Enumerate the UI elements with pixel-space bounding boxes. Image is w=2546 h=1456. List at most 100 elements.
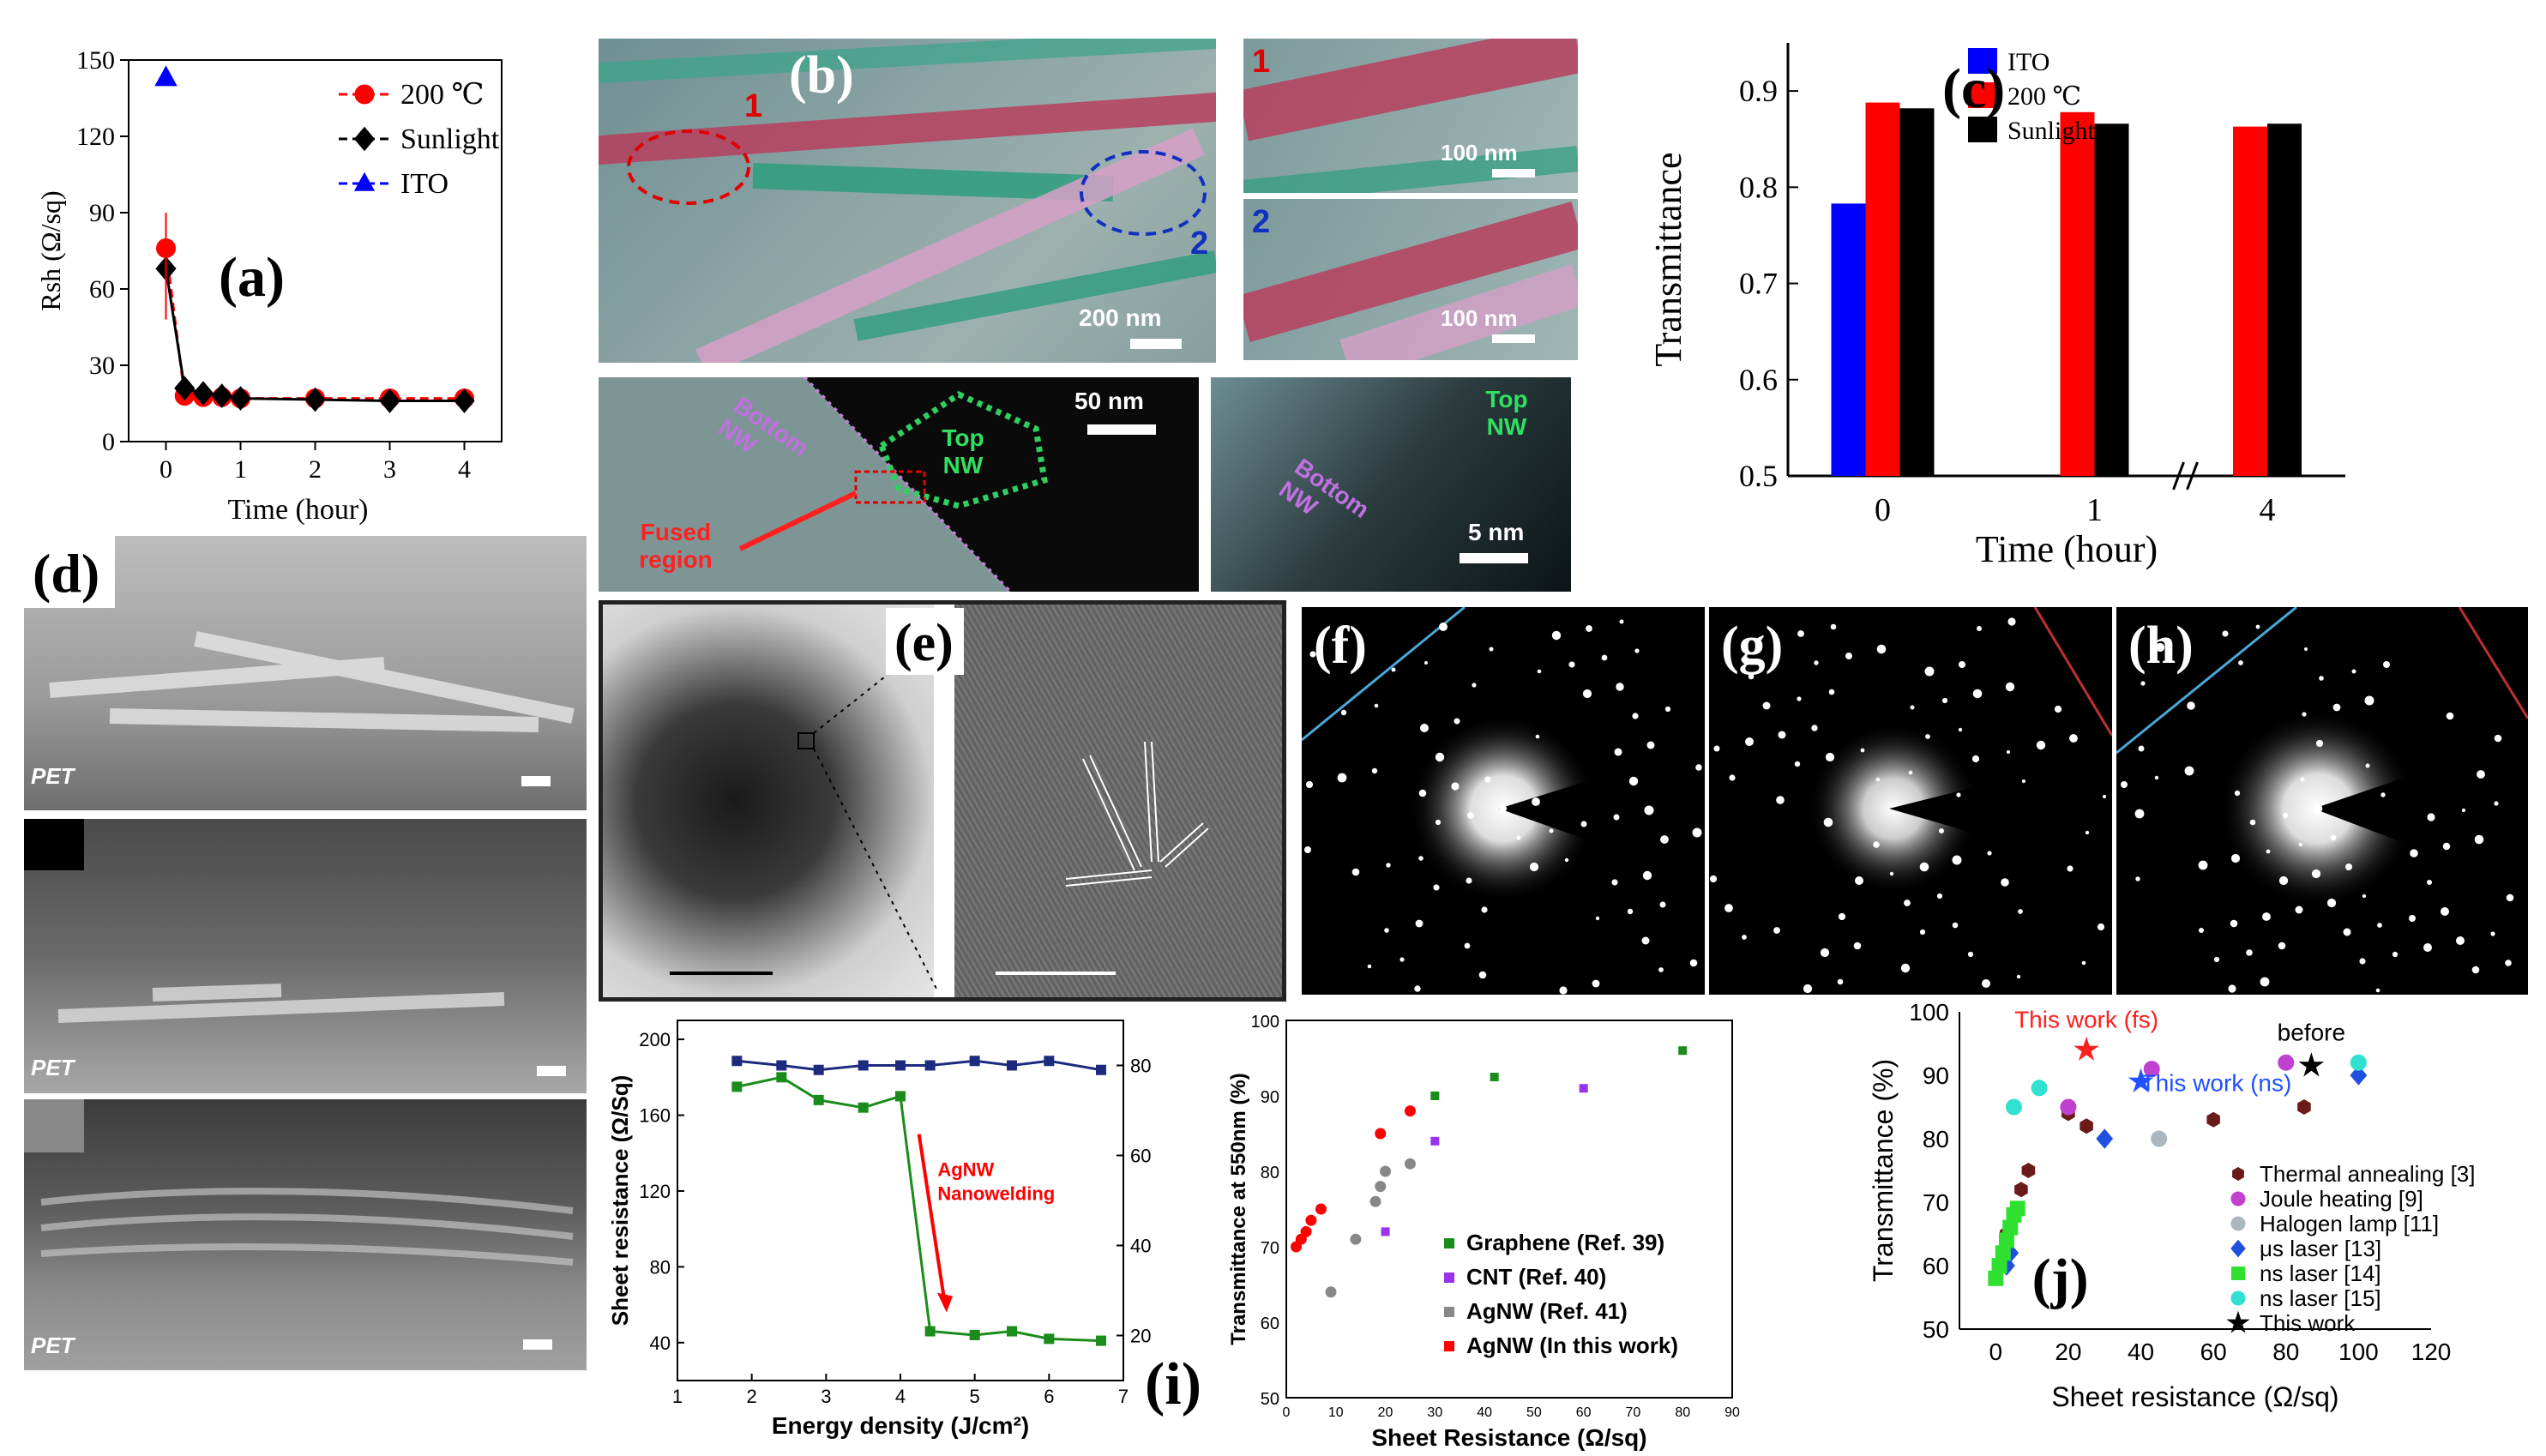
diffraction-spot xyxy=(2155,642,2165,653)
diffraction-spot xyxy=(1551,630,1562,641)
i1-xlabel: Energy density (J/cm²) xyxy=(772,1412,1029,1439)
c-bar xyxy=(2060,111,2095,477)
panel-label-d: (d) xyxy=(24,536,116,608)
i1-point xyxy=(858,1102,869,1113)
diffraction-spot xyxy=(2262,912,2271,921)
diffraction-spot xyxy=(1418,789,1427,797)
diffraction-spot xyxy=(2375,988,2380,993)
diffraction-spot xyxy=(2135,876,2140,881)
diffraction-spot xyxy=(2302,712,2307,717)
diffraction-spot xyxy=(1695,764,1702,771)
panel-i-left-chart: 40 80 120 160 200 20 40 60 80 1 2 3 4 5 6 7 Energy densi… xyxy=(592,1003,1158,1456)
a-point xyxy=(174,376,196,400)
diffraction-spot xyxy=(1660,835,1669,844)
a-point xyxy=(230,386,251,411)
sem-art-d2 xyxy=(24,819,505,1023)
a-legend-label: 200 ℃ xyxy=(400,79,485,111)
b3-top-nw: Top NW xyxy=(942,424,984,478)
c-xlabel: Time (hour) xyxy=(1976,528,2158,570)
c-xtick-label: 4 xyxy=(2260,492,2276,528)
d3-scale-bar xyxy=(523,1339,552,1350)
i2-point xyxy=(1369,1195,1381,1207)
diffraction-spot xyxy=(2365,763,2370,768)
j-ytick-label: 50 xyxy=(1923,1316,1949,1343)
diffraction-spot xyxy=(2266,849,2271,854)
c-bar xyxy=(2233,126,2267,476)
diffraction-spot xyxy=(1646,741,1655,749)
i2-ytick-label: 90 xyxy=(1261,1088,1279,1107)
panel-label-f: (f) xyxy=(1314,617,1367,675)
i2-point xyxy=(1300,1225,1312,1237)
i1-point xyxy=(1096,1335,1106,1346)
diffraction-spot xyxy=(1391,667,1396,672)
diffraction-spot xyxy=(1484,776,1491,783)
diffraction-spot xyxy=(1745,737,1754,746)
diffraction-spot xyxy=(2016,974,2021,979)
diffraction-spot xyxy=(2364,695,2374,706)
c-axis-break xyxy=(2186,461,2199,490)
diffraction-spot xyxy=(1939,828,1944,833)
i1-ytick-label: 160 xyxy=(639,1105,671,1127)
sem-art-d3 xyxy=(24,1099,574,1266)
i1-xtick-label: 3 xyxy=(821,1386,831,1407)
b3-fused-region: Fused region xyxy=(639,519,713,573)
i2-point xyxy=(1404,1158,1416,1170)
j-point xyxy=(2297,1099,2311,1115)
d3-pet: PET xyxy=(31,1333,75,1358)
sem-art-d1 xyxy=(49,631,575,732)
diffraction-spot xyxy=(1876,644,1887,654)
i1-point xyxy=(731,1081,743,1092)
i2-legend-label: Graphene (Ref. 39) xyxy=(1466,1230,1664,1255)
a-ytick-label: 90 xyxy=(89,199,115,227)
chart-j-svg: 50 60 70 80 90 100 0 20 40 60 80 100 120 Sheet resist… xyxy=(1868,999,2475,1412)
diffraction-spot xyxy=(2313,803,2323,814)
i2-point xyxy=(1430,1136,1440,1146)
diffraction-spot xyxy=(1384,928,1389,933)
chart-a-svg: 0 30 60 90 120 150 0 1 2 3 4 Time (hour) Rsh (Ω/sq) 2… xyxy=(35,51,503,526)
i1-point xyxy=(969,1056,980,1067)
tem-art-e xyxy=(670,621,1209,991)
i1-xtick-label: 7 xyxy=(1118,1386,1129,1407)
c-ytick-label: 0.9 xyxy=(1739,74,1778,108)
i1-point xyxy=(969,1329,980,1340)
j-legend-label: μs laser [13] xyxy=(2260,1236,2381,1261)
j-point xyxy=(2009,1200,2025,1217)
i2-xtick-label: 0 xyxy=(1283,1405,1291,1420)
i2-legend-label: AgNW (Ref. 41) xyxy=(1466,1298,1628,1324)
diffraction-spot xyxy=(1433,884,1440,891)
diffraction-spot xyxy=(2494,801,2499,806)
b2-callout: 2 xyxy=(1252,204,1271,240)
diffraction-spot xyxy=(1919,862,1929,872)
diffraction-spot xyxy=(1386,863,1391,868)
diffraction-spot xyxy=(2446,712,2454,720)
panel-b-micrograph-2: 2 100 nm xyxy=(1243,199,1578,360)
i1-point xyxy=(895,1091,906,1102)
diffraction-spot xyxy=(2067,865,2074,872)
diffraction-spot xyxy=(2085,830,2090,835)
panel-b-micrograph-4: Top NW Bottom NW 5 nm xyxy=(1211,377,1571,592)
diffraction-spot xyxy=(1860,748,1865,753)
i2-xtick-label: 10 xyxy=(1328,1405,1344,1420)
diffraction-spot xyxy=(2490,931,2495,936)
diffraction-spot xyxy=(1632,713,1639,719)
panel-c-chart: 0.5 0.6 0.7 0.8 0.9 Transmittance Time (hour) 0… xyxy=(1629,34,2401,592)
j-annot-before: before xyxy=(2278,1019,2345,1045)
diffraction-spot xyxy=(2282,812,2289,819)
diffraction-spot xyxy=(1464,942,1471,949)
chart-c-svg: 0.5 0.6 0.7 0.8 0.9 Transmittance Time (hour) 0… xyxy=(1647,43,2345,570)
diffraction-spot xyxy=(1837,978,1844,985)
diffraction-spot xyxy=(1628,776,1639,786)
diffraction-spot xyxy=(1634,648,1640,653)
b1-callout: 1 xyxy=(1252,44,1271,80)
j-point xyxy=(2021,1163,2036,1178)
diffraction-spot xyxy=(1627,908,1634,915)
j-point xyxy=(2074,1036,2099,1061)
i2-point xyxy=(1325,1286,1337,1298)
c-bar xyxy=(1831,203,1866,476)
b3-scale-bar xyxy=(1087,424,1156,435)
diffraction-spot xyxy=(1941,697,1948,704)
b1-scale: 100 nm xyxy=(1441,140,1518,165)
j-point xyxy=(1988,1270,2004,1286)
diffraction-spot xyxy=(1936,893,1943,899)
diffraction-spot xyxy=(1418,856,1423,861)
